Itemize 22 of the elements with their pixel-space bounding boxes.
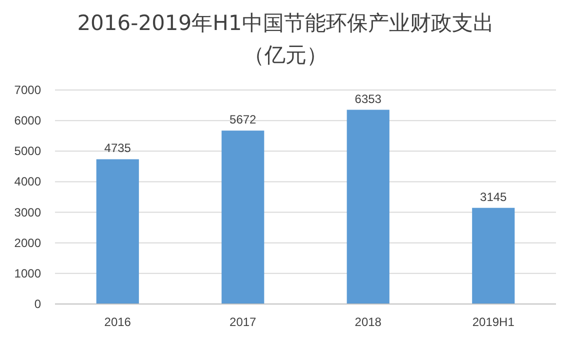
y-tick-label: 2000 (14, 236, 42, 250)
y-tick-label: 1000 (14, 266, 42, 280)
y-tick-label: 4000 (14, 174, 42, 189)
x-tick-label: 2016 (104, 315, 132, 329)
data-label: 3145 (480, 190, 508, 204)
x-tick-label: 2019H1 (472, 315, 515, 329)
y-tick-label: 0 (34, 297, 42, 311)
data-label: 4735 (104, 141, 132, 156)
x-tick-label: 2017 (230, 315, 257, 329)
y-tick-label: 7000 (14, 83, 42, 97)
data-label: 5672 (230, 112, 257, 127)
x-tick-label: 2018 (354, 315, 382, 329)
bar (472, 208, 515, 304)
chart-title: 2016-2019年H1中国节能环保产业财政支出 (77, 11, 494, 35)
bar (96, 159, 139, 304)
y-tick-label: 3000 (14, 205, 42, 220)
bar (346, 110, 390, 304)
y-tick-label: 5000 (14, 144, 42, 158)
bar (222, 130, 264, 304)
y-tick-label: 6000 (14, 114, 42, 128)
chart-subtitle: （亿元） (244, 43, 328, 67)
data-label: 6353 (354, 92, 382, 106)
